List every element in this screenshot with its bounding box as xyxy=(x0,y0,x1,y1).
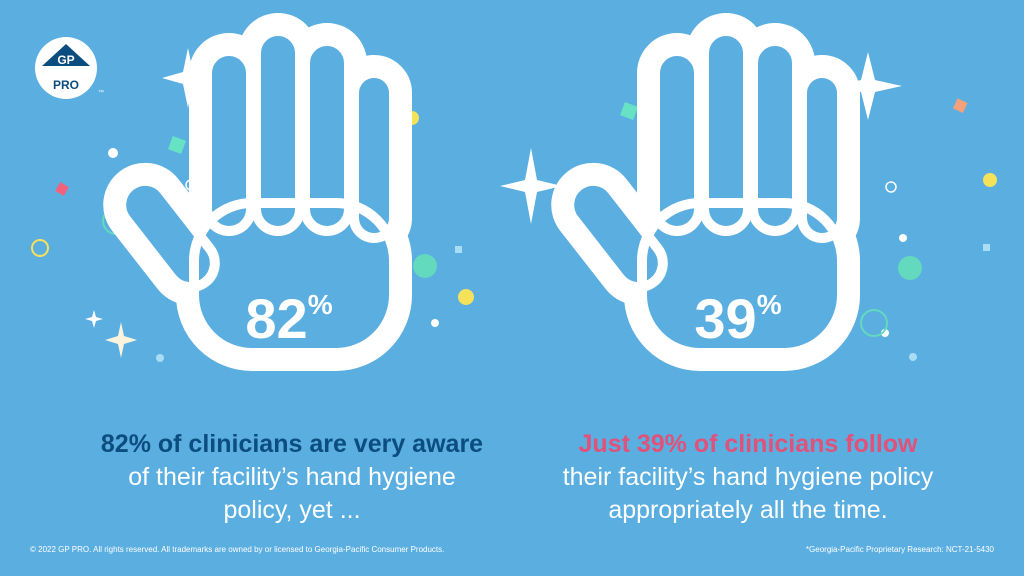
confetti-square xyxy=(983,244,990,251)
confetti-square xyxy=(620,102,638,120)
logo-triangle xyxy=(42,44,90,66)
sparkle-icon xyxy=(834,52,902,120)
left-percent-sign: % xyxy=(308,289,333,320)
logo-trademark: ™ xyxy=(98,89,104,96)
left-hand-graphic: 82% xyxy=(112,31,430,383)
sparkle-icon xyxy=(500,148,562,224)
right-caption-line-1: their facility’s hand hygiene policy xyxy=(562,463,934,491)
confetti-dot xyxy=(909,353,917,361)
right-percent-sign: % xyxy=(757,289,782,320)
sparkle-icon xyxy=(162,48,214,108)
left-caption: 82% of clinicians are very aware of thei… xyxy=(72,428,512,527)
left-percent-stat: 82% xyxy=(245,287,332,350)
confetti-ring xyxy=(31,239,49,257)
confetti-dot xyxy=(458,289,474,305)
confetti-square xyxy=(55,182,69,196)
confetti-dot xyxy=(983,173,997,187)
copyright-footer: © 2022 GP PRO. All rights reserved. All … xyxy=(30,545,445,554)
confetti-square xyxy=(168,136,186,154)
confetti-ring xyxy=(885,181,897,193)
confetti-square xyxy=(952,98,968,113)
confetti-dot xyxy=(156,354,164,362)
right-caption-headline: Just 39% of clinicians follow xyxy=(578,430,918,458)
left-caption-line-2: policy, yet ... xyxy=(223,496,361,524)
right-hand-graphic: 39% xyxy=(560,31,870,383)
right-percent-stat: 39% xyxy=(694,287,781,350)
confetti-dot xyxy=(108,148,118,158)
confetti-dot xyxy=(413,254,437,278)
logo-circle xyxy=(35,37,97,99)
gp-pro-logo: GP PRO ™ xyxy=(35,37,104,99)
confetti-dot xyxy=(431,319,439,327)
left-percent-number: 82 xyxy=(245,287,307,350)
right-caption: Just 39% of clinicians follow their faci… xyxy=(528,428,968,527)
left-caption-headline: 82% of clinicians are very aware xyxy=(100,430,484,458)
right-caption-line-2: appropriately all the time. xyxy=(608,496,888,524)
sparkle-icon xyxy=(105,322,137,358)
logo-text-bottom: PRO xyxy=(53,78,79,92)
confetti-ring xyxy=(860,309,888,337)
confetti-square xyxy=(455,246,462,253)
right-percent-number: 39 xyxy=(694,287,756,350)
logo-text-top: GP xyxy=(57,53,74,67)
left-caption-line-1: of their facility’s hand hygiene xyxy=(128,463,456,491)
confetti-dot xyxy=(899,234,907,242)
research-footnote: *Georgia-Pacific Proprietary Research: N… xyxy=(805,545,994,554)
confetti-dot xyxy=(898,256,922,280)
sparkle-icon xyxy=(85,310,103,328)
